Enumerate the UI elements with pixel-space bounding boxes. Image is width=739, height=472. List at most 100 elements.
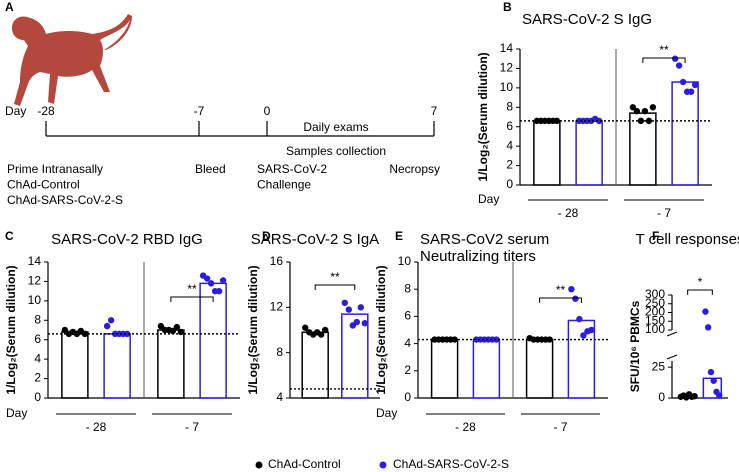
data-point — [629, 104, 637, 111]
data-point — [580, 332, 587, 339]
y-axis-label: 1/Log₂(Serum dilution) — [4, 265, 18, 394]
data-point — [710, 377, 717, 384]
chart-title: SARS-CoV-2 S IgA — [251, 231, 379, 248]
data-point — [493, 336, 500, 343]
data-point — [318, 331, 325, 338]
panel-label: A — [5, 0, 14, 14]
legend-label: ChAd-Control — [268, 457, 341, 471]
day-label: Day — [5, 104, 26, 118]
data-point — [353, 318, 360, 326]
y-tick-label: 8 — [506, 99, 513, 113]
data-point — [173, 323, 181, 331]
chart-title: SARS-CoV2 serum — [420, 231, 549, 248]
significance-label: ** — [330, 270, 340, 284]
x-tick-label: - 28 — [558, 206, 579, 220]
data-point — [546, 336, 553, 343]
timeline-event: SARS-CoV-2 — [257, 162, 327, 176]
y-tick-label: 8 — [34, 312, 41, 326]
data-point — [322, 326, 329, 334]
y-tick-label: 6 — [404, 309, 411, 323]
data-point — [576, 315, 583, 323]
data-point — [361, 320, 368, 327]
data-point — [671, 55, 679, 62]
y-tick-label: 300 — [645, 287, 665, 301]
timeline-day: 7 — [431, 104, 438, 118]
data-point — [633, 107, 641, 115]
data-point — [649, 104, 657, 111]
bar — [430, 338, 459, 399]
data-point — [704, 324, 712, 331]
data-point — [103, 322, 111, 330]
bar — [61, 331, 89, 399]
axis-break — [666, 331, 678, 337]
x-tick-label: - 7 — [185, 420, 199, 434]
data-point — [123, 330, 131, 338]
x-tick-label: - 7 — [657, 206, 671, 220]
timeline-day: -7 — [194, 104, 205, 118]
y-tick-label: 4 — [404, 336, 411, 350]
y-axis-label: 1/Log₂(Serum dilution) — [476, 52, 490, 181]
data-point — [345, 306, 352, 313]
data-point — [61, 326, 69, 334]
y-tick-label: 0 — [506, 177, 513, 191]
timeline-period: Samples collection — [286, 144, 386, 158]
data-point — [107, 317, 115, 324]
y-tick-label: 2 — [34, 371, 41, 385]
timeline-event: Bleed — [195, 162, 226, 176]
chart-title: SARS-CoV-2 S IgG — [522, 11, 652, 28]
timeline-event: ChAd-Control — [7, 178, 80, 192]
y-axis-label: SFU/10⁶ PBMCs — [628, 300, 642, 392]
bar — [525, 338, 554, 399]
timeline-day: -28 — [37, 104, 55, 118]
y-tick-label: 4 — [276, 390, 283, 404]
y-tick-label: 12 — [500, 61, 514, 75]
x-tick-label: - 28 — [86, 420, 107, 434]
y-tick-label: 16 — [270, 254, 284, 268]
significance-label: ** — [659, 43, 669, 57]
y-tick-label: 12 — [28, 274, 42, 288]
timeline-period: Daily exams — [303, 120, 368, 134]
bar — [575, 120, 603, 186]
data-point — [691, 81, 699, 89]
panel-label: C — [5, 229, 14, 243]
y-tick-label: 250 — [645, 296, 665, 310]
y-tick-label: 0 — [34, 390, 41, 404]
data-point — [207, 280, 215, 287]
timeline-day: 0 — [264, 104, 271, 118]
axis-break — [666, 354, 678, 360]
data-point — [679, 78, 687, 86]
legend-marker — [255, 461, 263, 469]
y-tick-label: 10 — [500, 80, 514, 94]
significance-bracket — [170, 296, 214, 302]
y-tick-label: 12 — [270, 300, 284, 314]
y-tick-label: 6 — [506, 119, 513, 133]
x-tick-label: - 28 — [455, 420, 476, 434]
data-point — [341, 299, 348, 306]
data-point — [169, 327, 177, 335]
timeline-event: ChAd-SARS-CoV-2-S — [7, 193, 123, 207]
timeline-event: Necropsy — [389, 162, 440, 176]
y-tick-label: 8 — [404, 281, 411, 295]
data-point — [707, 368, 715, 376]
data-point — [357, 304, 364, 311]
significance-label: * — [698, 275, 703, 289]
legend-marker — [379, 461, 387, 469]
y-tick-label: 6 — [34, 332, 41, 346]
y-axis-label: 1/Log₂(Serum dilution) — [374, 265, 388, 394]
y-tick-label: 4 — [34, 351, 41, 365]
panel-label: E — [395, 229, 403, 243]
y-tick-label: 150 — [645, 313, 665, 327]
y-tick-label: 0 — [658, 390, 665, 404]
y-tick-label: 8 — [276, 345, 283, 359]
data-point — [675, 62, 683, 69]
y-tick-label: 100 — [645, 322, 665, 336]
x-axis-label: Day — [6, 406, 27, 420]
data-point — [203, 275, 211, 282]
data-point — [641, 107, 649, 115]
bar — [671, 81, 699, 186]
data-point — [219, 277, 227, 284]
y-tick-label: 14 — [500, 41, 514, 55]
chart-title: SARS-CoV-2 RBD IgG — [51, 231, 203, 248]
data-point — [687, 88, 695, 95]
